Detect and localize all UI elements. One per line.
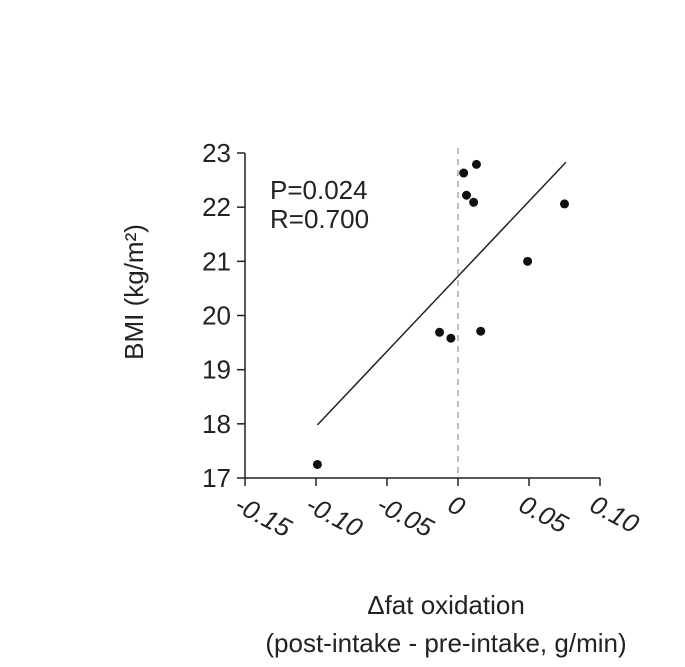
point: [462, 190, 472, 200]
y-tick-label: 21: [202, 246, 231, 276]
x-tick-label: -0.10: [301, 489, 368, 544]
y-axis-label: BMI (kg/m²): [119, 224, 149, 360]
y-tick-label: 18: [202, 409, 231, 439]
x-axis-label: (post-intake - pre-intake, g/min): [265, 628, 626, 658]
y-tick-label: 17: [202, 463, 231, 493]
x-tick-label: -0.05: [372, 489, 439, 544]
point: [560, 199, 569, 209]
x-tick-label: -0.15: [230, 489, 297, 544]
y-tick-label: 23: [202, 138, 231, 168]
x-axis-label: Δfat oxidation: [367, 590, 525, 620]
point: [469, 197, 479, 207]
x-tick-label: 0.10: [585, 489, 644, 539]
point: [459, 168, 469, 178]
point: [312, 459, 322, 469]
point: [435, 327, 445, 337]
x-tick-label: 0: [443, 489, 470, 523]
y-tick-label: 19: [202, 355, 231, 385]
point: [471, 159, 481, 169]
annotation: P=0.024: [270, 175, 368, 205]
point: [476, 326, 486, 336]
y-tick-label: 20: [202, 301, 231, 331]
y-tick-label: 22: [202, 192, 231, 222]
annotation: R=0.700: [270, 204, 369, 234]
point: [446, 333, 456, 343]
x-tick-label: 0.05: [514, 489, 573, 539]
trend-line: [316, 161, 567, 426]
point: [523, 256, 533, 266]
